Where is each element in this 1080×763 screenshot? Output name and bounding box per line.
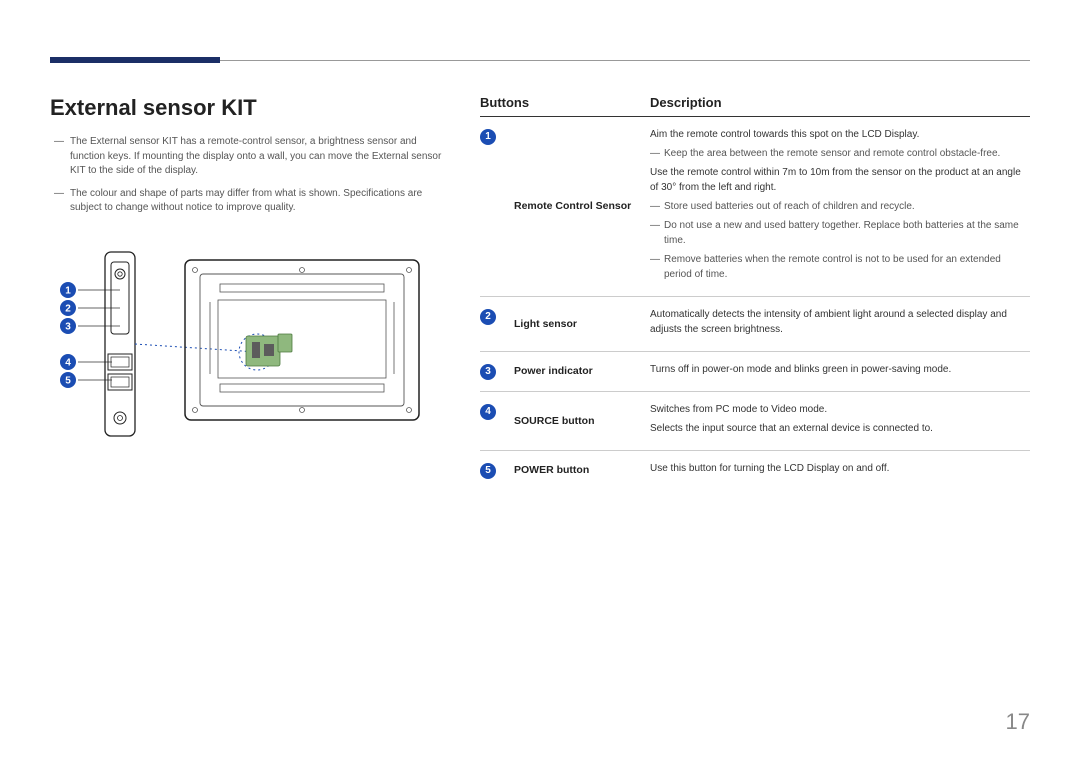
- row-number: 3: [480, 362, 514, 380]
- description-cell: Aim the remote control towards this spot…: [650, 127, 1030, 286]
- svg-text:3: 3: [65, 321, 71, 332]
- table-row: 3 Power indicator Turns off in power-on …: [480, 352, 1030, 392]
- right-column: Buttons Description 1 Remote Control Sen…: [480, 95, 1030, 490]
- row-number: 1: [480, 127, 514, 145]
- note-2: The colour and shape of parts may differ…: [50, 187, 450, 216]
- table-row: 2 Light sensor Automatically detects the…: [480, 297, 1030, 352]
- desc-dash: Keep the area between the remote sensor …: [650, 146, 1030, 161]
- description-cell: Use this button for turning the LCD Disp…: [650, 461, 1030, 480]
- numcircle-icon: 1: [480, 129, 496, 145]
- desc-text: Aim the remote control towards this spot…: [650, 127, 1030, 142]
- numcircle-icon: 4: [480, 404, 496, 420]
- row-number: 5: [480, 461, 514, 479]
- table-row: 1 Remote Control Sensor Aim the remote c…: [480, 117, 1030, 297]
- left-column: External sensor KIT The External sensor …: [50, 95, 450, 490]
- page-number: 17: [1006, 709, 1030, 735]
- svg-text:4: 4: [65, 357, 71, 368]
- page-title: External sensor KIT: [50, 95, 450, 121]
- th-description: Description: [650, 95, 1030, 110]
- button-name: POWER button: [514, 461, 650, 480]
- desc-dash: Do not use a new and used battery togeth…: [650, 218, 1030, 248]
- numcircle-icon: 2: [480, 309, 496, 325]
- desc-text: Switches from PC mode to Video mode.: [650, 402, 1030, 417]
- desc-text: Use this button for turning the LCD Disp…: [650, 461, 1030, 476]
- row-number: 2: [480, 307, 514, 325]
- header-accent: [50, 57, 220, 63]
- note-1: The External sensor KIT has a remote-con…: [50, 135, 450, 179]
- desc-text: Use the remote control within 7m to 10m …: [650, 165, 1030, 195]
- desc-text: Automatically detects the intensity of a…: [650, 307, 1030, 337]
- numcircle-icon: 3: [480, 364, 496, 380]
- button-name: Remote Control Sensor: [514, 127, 650, 286]
- row-number: 4: [480, 402, 514, 420]
- desc-text: Selects the input source that an externa…: [650, 421, 1030, 436]
- numcircle-icon: 5: [480, 463, 496, 479]
- button-name: SOURCE button: [514, 402, 650, 440]
- th-buttons: Buttons: [480, 95, 650, 110]
- desc-dash: Remove batteries when the remote control…: [650, 252, 1030, 282]
- description-cell: Switches from PC mode to Video mode. Sel…: [650, 402, 1030, 440]
- table-header: Buttons Description: [480, 95, 1030, 117]
- desc-dash: Store used batteries out of reach of chi…: [650, 199, 1030, 214]
- desc-text: Turns off in power-on mode and blinks gr…: [650, 362, 1030, 377]
- table-row: 5 POWER button Use this button for turni…: [480, 451, 1030, 490]
- svg-text:1: 1: [65, 285, 71, 296]
- button-name: Light sensor: [514, 307, 650, 341]
- description-cell: Automatically detects the intensity of a…: [650, 307, 1030, 341]
- svg-text:2: 2: [65, 303, 71, 314]
- button-name: Power indicator: [514, 362, 650, 381]
- description-cell: Turns off in power-on mode and blinks gr…: [650, 362, 1030, 381]
- svg-text:5: 5: [65, 375, 71, 386]
- sensor-kit-diagram: 1 2 3 4 5: [50, 234, 450, 459]
- table-row: 4 SOURCE button Switches from PC mode to…: [480, 392, 1030, 451]
- main-content: External sensor KIT The External sensor …: [50, 95, 1030, 490]
